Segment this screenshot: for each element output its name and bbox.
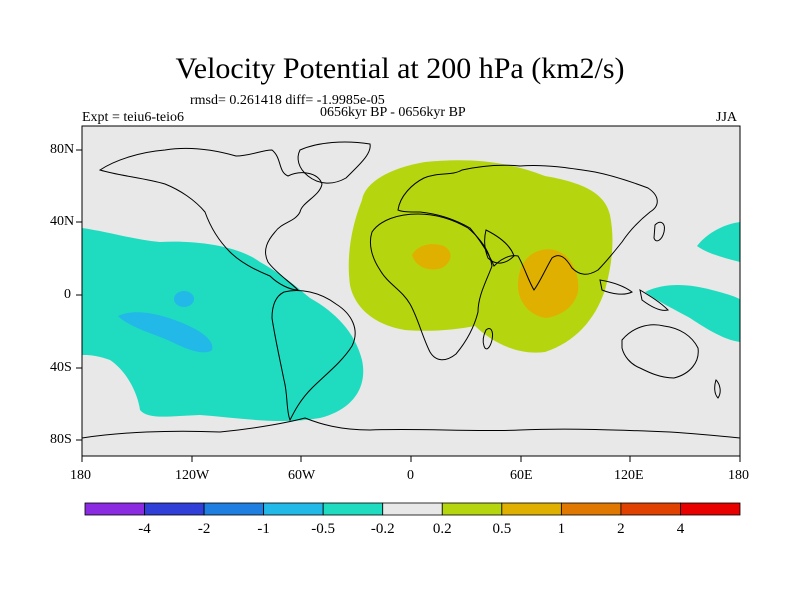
lon-label-60e: 60E <box>510 468 533 483</box>
colorbar-swatch <box>322 502 384 516</box>
lon-label-120w: 120W <box>175 468 210 483</box>
experiment-label: Expt = teiu6-teio6 <box>82 110 184 125</box>
pacific-strong-negative-dot <box>174 291 194 307</box>
map-title: Velocity Potential at 200 hPa (km2/s) <box>175 52 625 85</box>
lon-ticks <box>81 456 741 462</box>
india-strong-positive-patch <box>518 249 579 318</box>
colorbar-label: 0.2 <box>432 521 452 537</box>
pacific-negative-region <box>82 228 364 422</box>
colorbar-swatch <box>620 502 681 516</box>
colorbar-label: -0.5 <box>311 521 336 537</box>
coastlines <box>82 141 740 439</box>
colorbar-swatch <box>144 502 205 516</box>
lat-label-80n: 80N <box>50 142 75 157</box>
lon-label-60w: 60W <box>288 468 316 483</box>
colorbar-swatch <box>382 502 443 516</box>
colorbar-swatch <box>263 502 324 516</box>
afro-eurasian-positive-region <box>348 160 613 353</box>
colorbar-swatch <box>560 502 622 516</box>
pacific-strong-negative-patch <box>118 312 213 353</box>
lat-label-40s: 40S <box>50 360 72 375</box>
lon-label-180w: 180 <box>70 468 91 483</box>
colorbar-label: 1 <box>557 521 566 537</box>
colorbar-swatch <box>203 502 265 516</box>
colorbar-label: 4 <box>676 521 685 537</box>
season-label: JJA <box>716 110 738 125</box>
colorbar-label: -2 <box>197 521 211 537</box>
lon-label-180e: 180 <box>728 468 749 483</box>
lon-label-0: 0 <box>407 468 414 483</box>
colorbar-label: 0.5 <box>492 521 512 537</box>
period-label: 0656kyr BP - 0656kyr BP <box>320 105 466 120</box>
colorbar-label: -1 <box>257 521 270 537</box>
colorbar-label: -0.2 <box>370 521 395 537</box>
colorbar-swatch <box>680 502 741 516</box>
northeast-negative-region <box>697 222 740 262</box>
lat-ticks <box>76 149 82 441</box>
colorbar-swatch <box>84 502 145 516</box>
colorbar-label: -4 <box>138 521 151 537</box>
colorbar-label: 2 <box>617 521 625 537</box>
lat-label-80s: 80S <box>50 432 72 447</box>
colorbar <box>84 502 741 516</box>
lat-label-40n: 40N <box>50 214 75 229</box>
sahara-strong-positive-patch <box>412 244 451 270</box>
colorbar-swatch <box>441 502 503 516</box>
lon-label-120e: 120E <box>614 468 644 483</box>
lat-label-0: 0 <box>64 287 71 302</box>
map-plot-area <box>82 126 740 456</box>
stats-label: rmsd= 0.261418 diff= -1.9985e-05 <box>190 93 385 108</box>
colorbar-swatch <box>501 502 562 516</box>
west-pacific-negative-region <box>645 285 740 342</box>
